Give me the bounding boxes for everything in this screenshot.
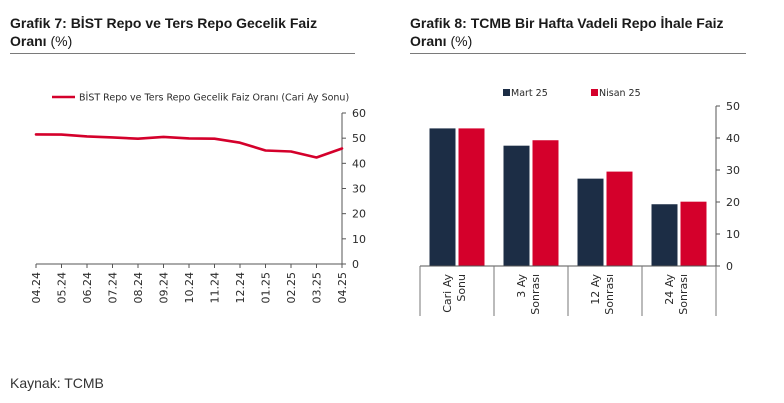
x-tick-label: 10.24 [183,272,196,304]
bar [577,178,604,266]
x-tick-label: 07.24 [107,272,120,304]
y-tick-label: 30 [352,183,366,196]
bar [606,171,633,266]
bar [503,145,530,266]
bar [651,204,678,266]
legend-label: Mart 25 [511,88,548,99]
x-tick-label: 11.24 [209,272,222,304]
x-tick-label: 09.24 [158,272,171,304]
chart1-title-text: Grafik 7: BİST Repo ve Ters Repo Gecelik… [10,15,318,49]
y-tick-label: 60 [352,107,366,120]
chart2-title-unit: (%) [450,33,473,49]
y-tick-label: 40 [726,132,740,145]
x-tick-label: 12.24 [234,272,247,304]
y-tick-label: 0 [726,260,733,273]
legend-label: BİST Repo ve Ters Repo Gecelik Faiz Oran… [79,93,349,104]
x-tick-label: 12 Ay [589,274,602,305]
chart1-title-rule [10,53,355,54]
x-tick-label: 01.25 [260,272,273,304]
bar [532,140,559,266]
legend-label: Nisan 25 [599,88,641,99]
x-tick-label: 03.25 [311,272,324,304]
x-tick-label: 06.24 [81,272,94,304]
y-tick-label: 50 [352,132,366,145]
chart1-title-unit: (%) [50,33,73,49]
chart1-title: Grafik 7: BİST Repo ve Ters Repo Gecelik… [10,14,350,50]
y-tick-label: 40 [352,157,366,170]
chart2-title-rule [410,53,746,54]
x-tick-label: 24 Ay [663,274,676,305]
y-tick-label: 30 [726,164,740,177]
source-note: Kaynak: TCMB [10,375,104,391]
y-tick-label: 10 [352,233,366,246]
chart2-title: Grafik 8: TCMB Bir Hafta Vadeli Repo İha… [410,14,740,50]
x-tick-label: 08.24 [132,272,145,304]
y-tick-label: 0 [352,258,359,271]
x-tick-label: Cari Ay [441,274,454,313]
bar [458,128,485,266]
x-tick-label: Sonrası [529,274,542,315]
y-tick-label: 20 [352,208,366,221]
x-tick-label: 04.24 [30,272,43,304]
x-tick-label: 02.25 [285,272,298,304]
y-tick-label: 50 [726,100,740,113]
x-tick-label: 05.24 [56,272,69,304]
bar [680,201,707,266]
legend-swatch [591,89,598,96]
x-tick-label: Sonu [455,274,468,302]
x-tick-label: 04.25 [336,272,349,304]
x-tick-label: Sonrası [677,274,690,315]
y-tick-label: 10 [726,228,740,241]
x-tick-label: Sonrası [603,274,616,315]
x-tick-label: 3 Ay [515,274,528,298]
chart2-title-text: Grafik 8: TCMB Bir Hafta Vadeli Repo İha… [410,15,724,49]
legend-swatch [503,89,510,96]
bar [429,128,456,266]
y-tick-label: 20 [726,196,740,209]
